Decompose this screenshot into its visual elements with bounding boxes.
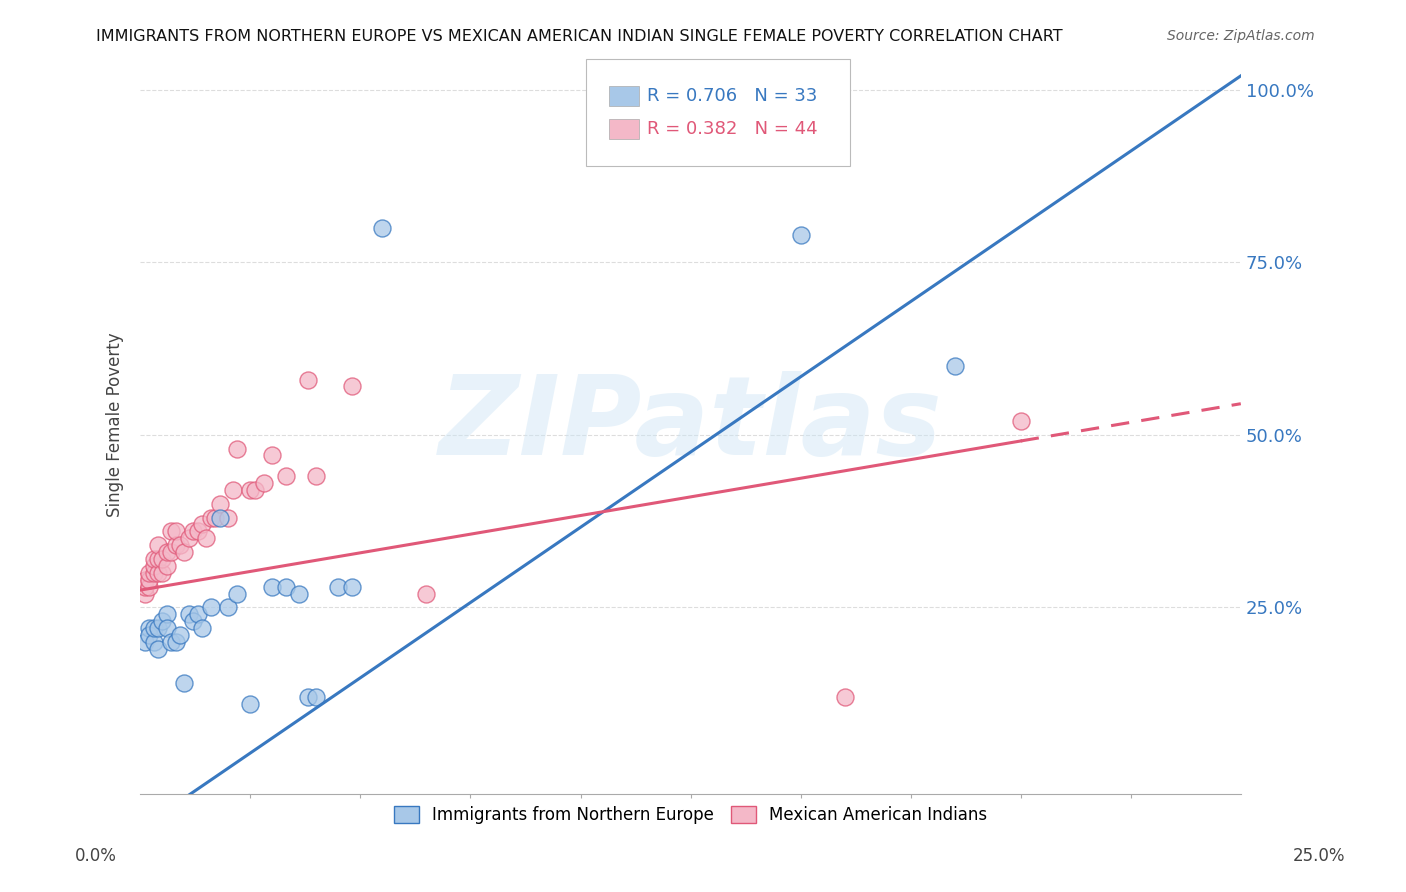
Text: ZIPatlas: ZIPatlas [439, 371, 942, 478]
Point [274, 469, 297, 483]
Point [146, 621, 169, 635]
Point [142, 621, 165, 635]
FancyBboxPatch shape [609, 87, 638, 106]
Point [274, 580, 297, 594]
Point [340, 580, 363, 594]
Point [173, 676, 195, 690]
Text: IMMIGRANTS FROM NORTHERN EUROPE VS MEXICAN AMERICAN INDIAN SINGLE FEMALE POVERTY: IMMIGRANTS FROM NORTHERN EUROPE VS MEXIC… [96, 29, 1063, 45]
Point [156, 545, 179, 559]
Text: 0.0%: 0.0% [75, 847, 117, 865]
Point [177, 607, 200, 622]
Point [191, 517, 214, 532]
Point [142, 566, 165, 580]
Point [134, 635, 156, 649]
Point [134, 586, 156, 600]
Point [200, 600, 222, 615]
Point [181, 524, 204, 539]
Point [328, 580, 350, 594]
Point [169, 538, 191, 552]
Point [191, 621, 214, 635]
Point [187, 524, 209, 539]
FancyBboxPatch shape [586, 59, 851, 166]
Point [200, 510, 222, 524]
Point [138, 580, 160, 594]
Point [834, 690, 856, 704]
Y-axis label: Single Female Poverty: Single Female Poverty [107, 332, 124, 516]
Point [789, 227, 811, 242]
Point [156, 621, 179, 635]
Point [142, 558, 165, 573]
Point [142, 552, 165, 566]
Point [297, 690, 319, 704]
Point [252, 476, 274, 491]
Point [288, 586, 311, 600]
Point [208, 497, 231, 511]
FancyBboxPatch shape [609, 120, 638, 139]
Point [177, 531, 200, 545]
Point [160, 635, 183, 649]
Point [173, 545, 195, 559]
Point [226, 442, 249, 456]
Point [146, 641, 169, 656]
Point [181, 614, 204, 628]
Point [138, 566, 160, 580]
Point [150, 566, 173, 580]
Point [150, 552, 173, 566]
Point [243, 483, 266, 497]
Point [226, 586, 249, 600]
Point [239, 697, 262, 711]
Point [222, 483, 245, 497]
Point [142, 635, 165, 649]
Point [262, 449, 284, 463]
Text: R = 0.382   N = 44: R = 0.382 N = 44 [647, 120, 817, 138]
Point [305, 690, 328, 704]
Point [208, 510, 231, 524]
Point [146, 538, 169, 552]
Point [195, 531, 218, 545]
Point [138, 628, 160, 642]
Point [138, 573, 160, 587]
Point [156, 558, 179, 573]
Point [165, 524, 187, 539]
Point [943, 359, 966, 373]
Text: R = 0.706   N = 33: R = 0.706 N = 33 [647, 87, 817, 104]
Point [305, 469, 328, 483]
Point [297, 373, 319, 387]
Point [146, 566, 169, 580]
Point [165, 538, 187, 552]
Point [239, 483, 262, 497]
Point [134, 573, 156, 587]
Legend: Immigrants from Northern Europe, Mexican American Indians: Immigrants from Northern Europe, Mexican… [387, 799, 994, 831]
Point [217, 510, 239, 524]
Point [165, 635, 187, 649]
Point [262, 580, 284, 594]
Point [340, 379, 363, 393]
Point [146, 552, 169, 566]
Text: Source: ZipAtlas.com: Source: ZipAtlas.com [1167, 29, 1315, 44]
Point [150, 614, 173, 628]
Point [160, 545, 183, 559]
Point [1010, 414, 1032, 428]
Point [156, 607, 179, 622]
Point [134, 580, 156, 594]
Point [169, 628, 191, 642]
Point [138, 621, 160, 635]
Point [371, 220, 394, 235]
Point [187, 607, 209, 622]
Point [160, 524, 183, 539]
Point [204, 510, 226, 524]
Point [217, 600, 239, 615]
Text: 25.0%: 25.0% [1292, 847, 1346, 865]
Point [415, 586, 437, 600]
